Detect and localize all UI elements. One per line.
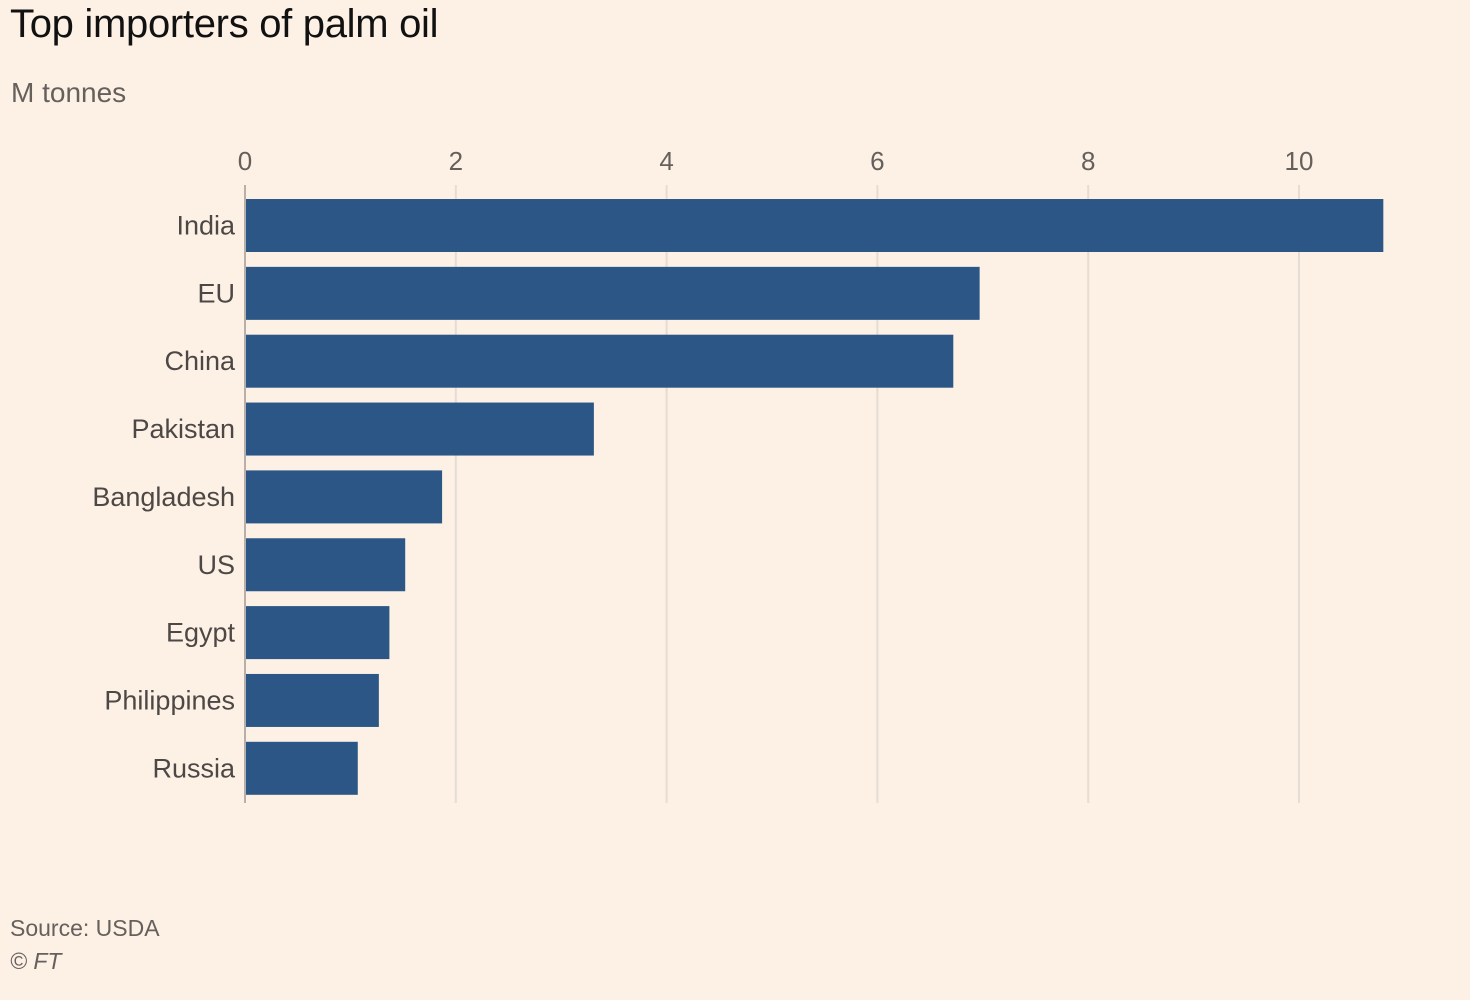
- x-axis-ticks: 0 2 4 6 8 10: [238, 146, 1314, 176]
- x-tick-label-6: 6: [870, 146, 884, 176]
- copyright-credit: © FT: [10, 948, 62, 974]
- category-label-us: US: [197, 550, 235, 580]
- bar-russia: [245, 741, 358, 795]
- category-label-eu: EU: [197, 278, 235, 308]
- bar-philippines: [245, 673, 379, 727]
- bar-bangladesh: [245, 470, 443, 524]
- x-tick-label-0: 0: [238, 146, 252, 176]
- category-label-pakistan: Pakistan: [131, 414, 235, 444]
- category-labels: India EU China Pakistan Bangladesh US Egypt Phi…: [92, 211, 236, 784]
- source-note: Source: USDA: [10, 915, 160, 941]
- x-tick-label-2: 2: [449, 146, 463, 176]
- category-label-egypt: Egypt: [166, 618, 236, 648]
- x-tick-label-10: 10: [1285, 146, 1314, 176]
- category-label-china: China: [164, 346, 236, 376]
- bars: [245, 199, 1384, 795]
- bar-pakistan: [245, 402, 594, 456]
- chart-subtitle: M tonnes: [11, 77, 127, 108]
- category-label-bangladesh: Bangladesh: [92, 482, 235, 512]
- category-label-russia: Russia: [152, 753, 236, 783]
- x-tick-label-4: 4: [659, 146, 673, 176]
- chart-title: Top importers of palm oil: [10, 2, 439, 46]
- bar-india: [245, 199, 1384, 252]
- bar-eu: [245, 266, 980, 320]
- x-tick-label-8: 8: [1081, 146, 1095, 176]
- category-label-india: India: [176, 211, 236, 241]
- bar-chart: 0 2 4 6 8 10 India EU China Pakistan Bangladesh US…: [92, 146, 1384, 803]
- bar-china: [245, 334, 954, 388]
- category-label-philippines: Philippines: [104, 685, 235, 715]
- bar-us: [245, 538, 406, 592]
- bar-egypt: [245, 606, 390, 660]
